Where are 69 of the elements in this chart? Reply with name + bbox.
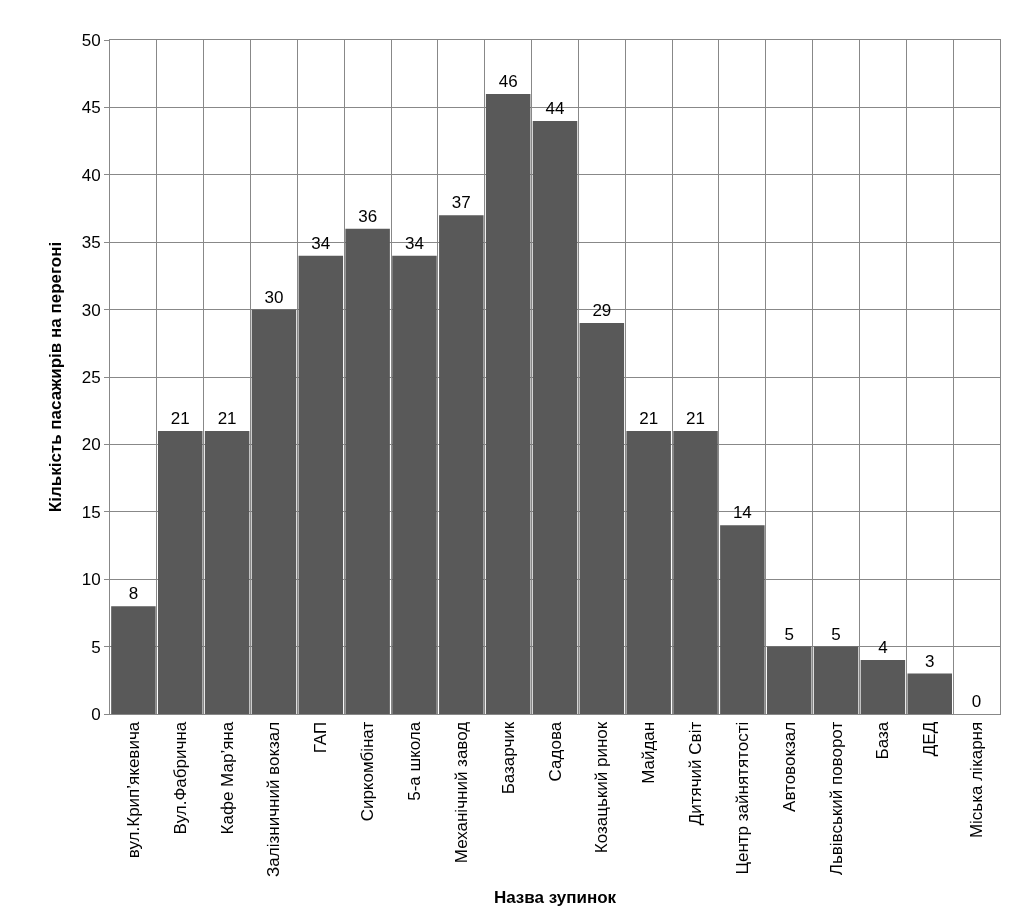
x-tick-label: База — [873, 721, 893, 760]
data-label: 5 — [831, 624, 841, 644]
bar — [766, 646, 812, 714]
x-tick-label: Механічний завод — [451, 721, 471, 864]
y-tick-label: 35 — [81, 233, 101, 253]
x-tick-label: ГАП — [311, 721, 331, 754]
bar — [485, 93, 531, 714]
data-label: 14 — [732, 503, 752, 523]
bar — [251, 309, 297, 714]
x-axis-title: Назва зупинок — [493, 888, 617, 908]
data-label: 3 — [925, 651, 935, 671]
x-tick-label: Майдан — [639, 721, 659, 784]
bar — [626, 430, 671, 714]
bar — [860, 660, 906, 714]
data-label: 34 — [405, 233, 424, 253]
data-label: 44 — [545, 98, 565, 118]
x-tick-label: Центр зайнятятості — [732, 721, 752, 875]
bar — [673, 430, 718, 714]
x-tick-label: Козацький ринок — [592, 721, 612, 854]
y-tick-label: 5 — [91, 637, 101, 657]
data-label: 5 — [784, 624, 794, 644]
bar — [439, 215, 484, 714]
bar — [907, 673, 952, 714]
bar — [298, 255, 344, 714]
x-tick-label: Міська лікарня — [967, 721, 987, 839]
bar — [720, 525, 765, 714]
y-tick-label: 20 — [81, 435, 101, 455]
bar — [813, 646, 859, 714]
data-label: 37 — [451, 193, 471, 213]
x-tick-label: Залізничний вокзал — [264, 721, 284, 877]
data-label: 0 — [971, 692, 982, 711]
data-label: 21 — [217, 408, 237, 428]
bar — [111, 606, 156, 714]
x-tick-label: Дитячий Світ — [686, 721, 706, 826]
bar — [345, 228, 390, 714]
x-tick-label: Автовокзал — [779, 721, 799, 812]
y-tick-label: 10 — [81, 570, 101, 590]
x-tick-label: Вул.Фабрична — [170, 721, 190, 835]
y-tick-label: 25 — [81, 367, 101, 387]
data-label: 34 — [311, 233, 331, 253]
x-tick-label: Базарчик — [498, 721, 518, 795]
data-label: 4 — [878, 638, 888, 658]
x-tick-label: Львівський поворот — [826, 721, 846, 876]
bar — [579, 323, 625, 714]
bar — [532, 120, 578, 714]
data-label: 21 — [686, 408, 705, 428]
y-tick-label: 15 — [81, 502, 101, 522]
x-tick-label: 5-а школа — [404, 721, 424, 801]
x-tick-label: Садова — [545, 721, 565, 782]
bar — [204, 430, 250, 714]
bar — [158, 430, 203, 714]
y-tick-label: 40 — [81, 165, 101, 185]
y-tick-label: 30 — [81, 300, 101, 320]
y-tick-label: 45 — [81, 98, 101, 118]
data-label: 46 — [498, 71, 518, 91]
data-label: 29 — [592, 301, 612, 321]
data-label: 8 — [128, 584, 139, 604]
y-tick-label: 0 — [91, 704, 101, 724]
y-tick-label: 50 — [81, 30, 101, 50]
bar — [392, 255, 437, 714]
y-axis-title: Кількість пасажирів на перегоні — [46, 241, 66, 513]
data-label: 30 — [264, 287, 284, 307]
data-label: 21 — [639, 408, 659, 428]
data-label: 36 — [358, 206, 378, 226]
x-tick-label: Кафе Мар’яна — [217, 721, 237, 835]
x-tick-label: ДЕД — [920, 721, 940, 757]
data-label: 21 — [170, 408, 190, 428]
x-tick-label: Сиркомбінат — [358, 721, 378, 822]
x-tick-label: вул.Крип’якевича — [123, 721, 143, 859]
